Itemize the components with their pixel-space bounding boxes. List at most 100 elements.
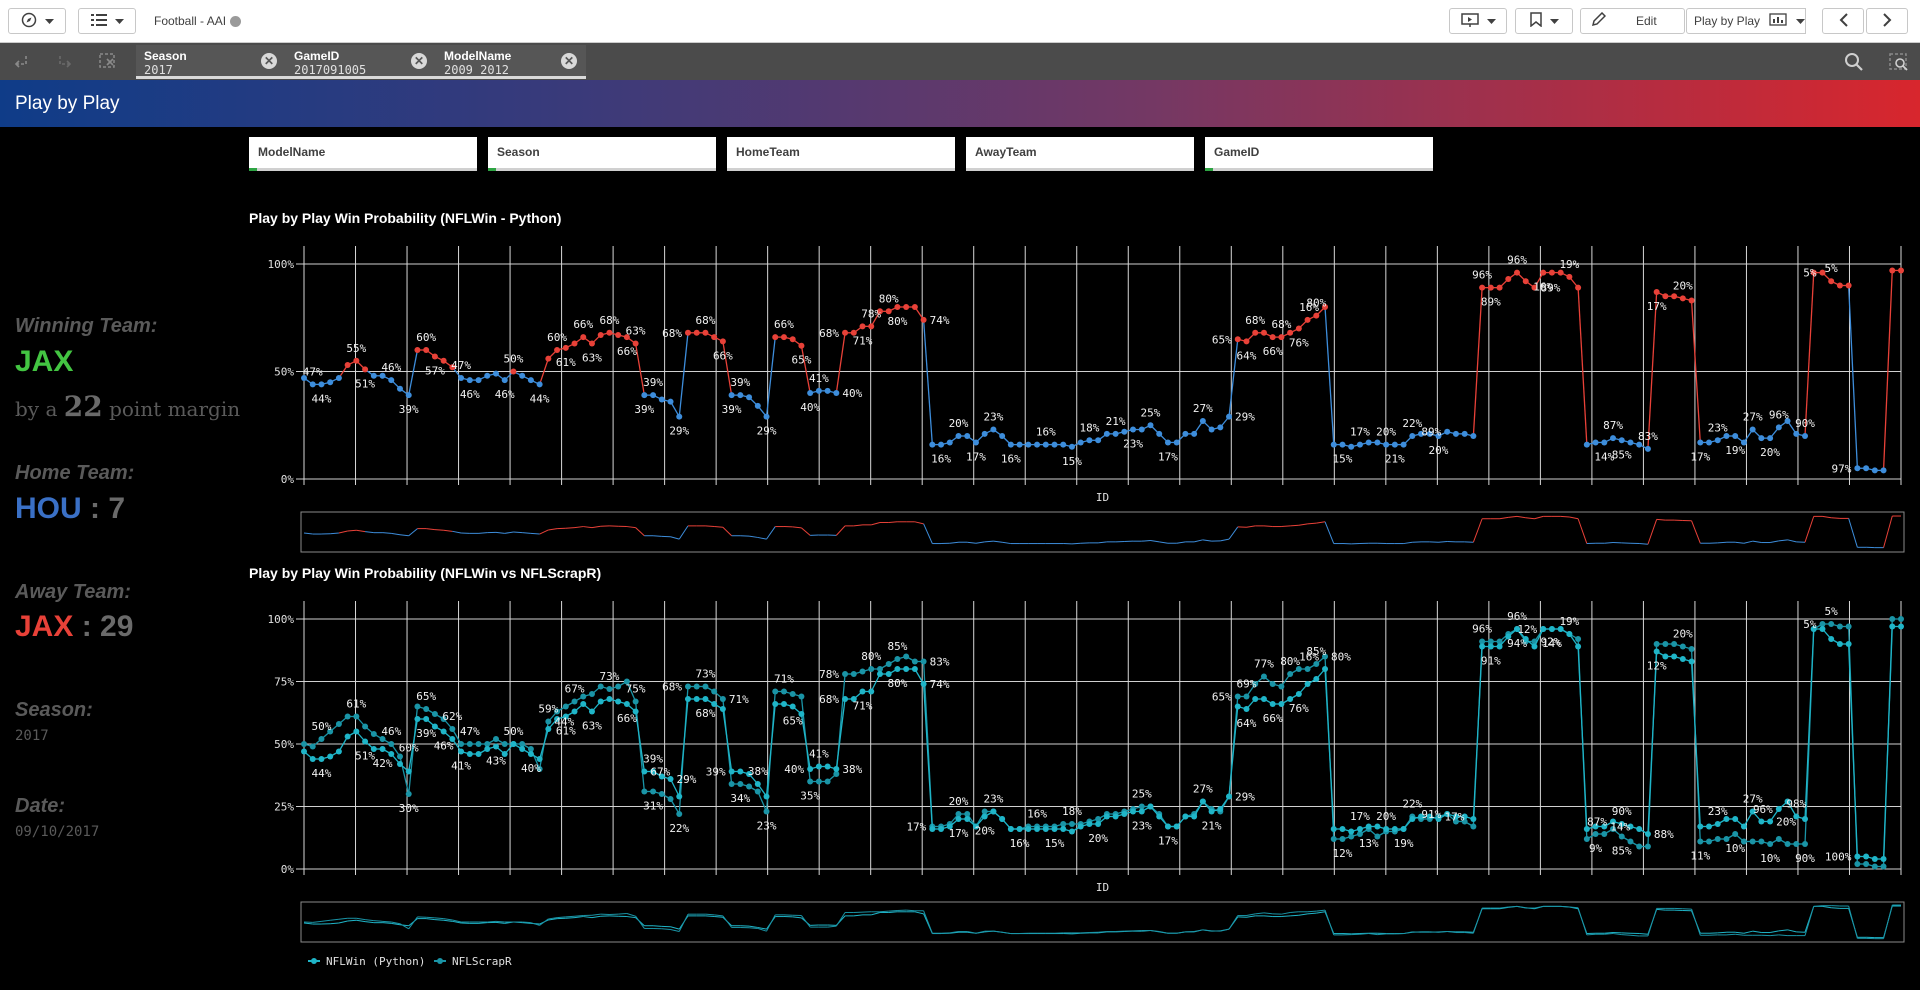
data-label: 46% <box>495 388 515 401</box>
data-label: 80% <box>887 315 907 328</box>
navigation-menu-button[interactable] <box>8 8 66 34</box>
step-forward-icon[interactable] <box>54 52 74 72</box>
filter-modelname[interactable]: ModelName <box>249 137 477 171</box>
navigator-segment <box>1804 906 1815 936</box>
win-probability-chart-python[interactable]: 0% 50% 100% ID 47% 44% 55% 51% 46% 39% 60% 57% 47% 46… <box>249 235 1920 555</box>
navigator-segment <box>949 931 959 934</box>
close-icon[interactable]: ✕ <box>411 53 427 69</box>
bookmark-button[interactable] <box>1515 8 1573 34</box>
nflwin-point <box>1740 823 1747 830</box>
nflscrapr-point <box>405 791 412 797</box>
nflwin-point <box>1156 813 1163 820</box>
selection-chip-gameid[interactable]: GameID 2017091005 ✕ <box>286 45 436 79</box>
nflwin-point <box>1173 823 1180 830</box>
navigator-segment <box>1630 934 1640 937</box>
nflwin-point <box>728 392 735 399</box>
nflscrapr-point <box>1269 681 1276 687</box>
present-button[interactable] <box>1449 8 1507 34</box>
data-label: 40% <box>800 401 820 414</box>
navigator-segment <box>338 530 348 534</box>
data-label: 46% <box>460 388 480 401</box>
nflwin-point <box>1758 435 1765 442</box>
nflscrapr-point <box>1706 838 1713 845</box>
step-back-icon[interactable] <box>12 52 32 72</box>
data-label: 40% <box>784 763 804 776</box>
nflscrapr-point <box>815 778 822 785</box>
navigator-segment <box>993 930 1003 933</box>
navigator-segment <box>975 930 985 934</box>
nflwin-point <box>1854 465 1861 472</box>
nflwin-point <box>885 671 892 677</box>
navigator-segment <box>1263 915 1273 918</box>
nflwin-point <box>1514 269 1521 276</box>
navigator-segment <box>1647 519 1658 545</box>
nflwin-point <box>1496 643 1503 650</box>
filter-season[interactable]: Season <box>488 137 716 171</box>
nflwin-segment <box>765 703 776 797</box>
filter-awayteam[interactable]: AwayTeam <box>966 137 1194 171</box>
nflwin-point <box>859 688 866 695</box>
nflwin-point <box>1697 439 1704 446</box>
nflwin-point <box>1461 813 1468 820</box>
data-label: 90% <box>1795 852 1815 865</box>
clear-selections-icon[interactable] <box>98 52 118 72</box>
nflwin-point <box>353 728 360 735</box>
data-label: 63% <box>626 325 646 338</box>
navigator-segment <box>714 914 723 917</box>
close-icon[interactable]: ✕ <box>561 53 577 69</box>
nflwin-point <box>1164 823 1171 830</box>
win-probability-chart-comparison[interactable]: 0%25%50%75%100%ID50%44%61%51%46%42%30%60… <box>249 590 1920 990</box>
nflscrapr-point <box>1775 836 1782 842</box>
nflwin-point <box>990 426 997 433</box>
sheet-list-button[interactable] <box>78 8 136 34</box>
nflwin-point <box>1103 430 1110 437</box>
navigator-segment <box>303 532 313 535</box>
navigator-segment <box>434 919 444 921</box>
nflwin-point <box>1243 338 1250 345</box>
smart-search-icon[interactable] <box>1888 52 1908 72</box>
nflwin-point <box>475 751 482 757</box>
navigator-segment <box>522 921 531 924</box>
navigator-segment <box>1691 908 1701 936</box>
filter-hometeam[interactable]: HomeTeam <box>727 137 955 171</box>
next-sheet-button[interactable] <box>1866 8 1908 34</box>
nflwin-point <box>1854 853 1861 860</box>
y-tick-label: 50% <box>274 366 294 379</box>
nflscrapr-point <box>440 716 447 722</box>
nflwin-segment <box>1647 651 1658 835</box>
nflwin-point <box>1452 813 1459 820</box>
data-label: 16% <box>1299 301 1319 314</box>
filter-gameid[interactable]: GameID <box>1205 137 1433 171</box>
nflwin-point <box>1819 269 1826 276</box>
close-icon[interactable]: ✕ <box>261 53 277 69</box>
previous-sheet-button[interactable] <box>1822 8 1864 34</box>
nflwin-point <box>920 316 927 323</box>
search-icon[interactable] <box>1844 52 1864 72</box>
nflwin-point <box>1723 433 1730 439</box>
nflwin-point <box>999 816 1006 822</box>
nflscrapr-point <box>632 698 639 705</box>
navigator-segment <box>1735 541 1744 544</box>
nflscrapr-point <box>1688 646 1695 652</box>
navigator-segment <box>1787 929 1797 933</box>
navigator-segment <box>967 541 977 544</box>
nflwin-point <box>798 342 805 349</box>
nflwin-point <box>580 701 587 707</box>
sheet-selector[interactable]: Play by Play <box>1686 8 1806 34</box>
selection-chip-modelname[interactable]: ModelName 2009_2012 ✕ <box>436 45 586 79</box>
nflwin-point <box>1836 641 1843 647</box>
navigator-segment <box>635 527 645 537</box>
nflwin-segment <box>1882 626 1893 860</box>
navigator-segment <box>1298 913 1308 916</box>
data-label: 89% <box>1421 426 1441 439</box>
data-label: 15% <box>1333 453 1353 466</box>
edit-button[interactable]: Edit <box>1580 8 1685 34</box>
nflwin-point <box>1086 821 1093 827</box>
nflwin-point <box>1732 433 1739 439</box>
navigator-segment <box>330 922 339 925</box>
selection-chip-season[interactable]: Season 2017 ✕ <box>136 45 286 79</box>
nflwin-point <box>850 696 857 702</box>
navigator-segment <box>1831 517 1840 519</box>
nflwin-point <box>545 355 552 362</box>
nflscrapr-point <box>1313 661 1320 667</box>
